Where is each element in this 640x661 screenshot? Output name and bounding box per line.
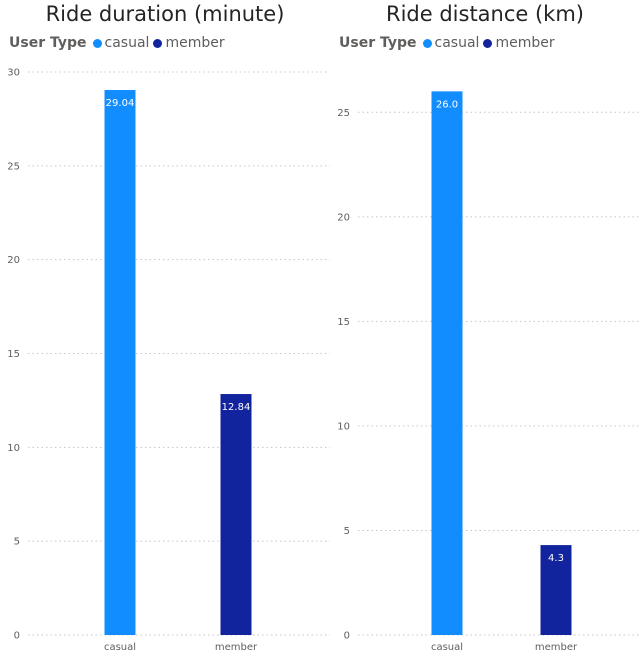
y-tick-label: 15 <box>7 349 20 360</box>
legend-dot-member-icon <box>483 38 493 48</box>
y-tick-label: 20 <box>7 255 20 266</box>
y-tick-label: 0 <box>14 631 20 642</box>
legend-dot-casual-icon <box>422 38 432 48</box>
legend-dot-casual-icon <box>92 38 102 48</box>
y-tick-label: 5 <box>344 526 350 537</box>
data-label-casual: 26.0 <box>436 99 458 110</box>
ride-duration-chart: Ride duration (minute) User Type casual … <box>7 2 330 653</box>
x-category-label: casual <box>431 642 463 653</box>
bar-casual[interactable] <box>104 90 136 636</box>
data-label-member: 12.84 <box>222 402 251 413</box>
bar-member[interactable] <box>540 545 572 635</box>
legend-label-member: member <box>495 35 555 51</box>
x-category-label: member <box>215 642 258 653</box>
legend-title: User Type <box>339 35 417 51</box>
data-label-member: 4.3 <box>548 553 564 564</box>
bar-plot-area: 0 5 10 15 20 25 30 29.04 casual 12.84 member <box>7 68 330 653</box>
legend-item-member[interactable]: member <box>483 35 555 51</box>
legend-item-casual[interactable]: casual <box>92 35 150 51</box>
x-category-label: member <box>535 642 578 653</box>
y-tick-label: 0 <box>344 631 350 642</box>
bar-member[interactable] <box>220 394 252 635</box>
legend: User Type casual member <box>339 35 559 51</box>
bar-casual[interactable] <box>431 91 463 635</box>
y-tick-label: 15 <box>337 317 350 328</box>
legend-item-casual[interactable]: casual <box>422 35 480 51</box>
legend-title: User Type <box>9 35 87 51</box>
legend-item-member[interactable]: member <box>153 35 225 51</box>
legend-dot-member-icon <box>153 38 163 48</box>
bar-plot-area: 0 5 10 15 20 25 26.0 casual 4.3 member <box>337 91 640 653</box>
y-tick-label: 5 <box>14 537 20 548</box>
ride-distance-chart: Ride distance (km) User Type casual memb… <box>330 0 640 661</box>
y-tick-label: 30 <box>7 68 20 79</box>
x-category-label: casual <box>104 642 136 653</box>
y-tick-label: 25 <box>7 161 20 172</box>
data-label-casual: 29.04 <box>106 98 135 109</box>
legend-label-casual: casual <box>434 35 480 51</box>
legend-label-member: member <box>165 35 225 51</box>
legend: User Type casual member <box>9 35 229 51</box>
y-tick-label: 10 <box>7 443 20 454</box>
legend-label-casual: casual <box>104 35 150 51</box>
chart-title: Ride distance (km) <box>385 2 584 26</box>
y-tick-label: 20 <box>337 212 350 223</box>
chart-title: Ride duration (minute) <box>45 2 285 26</box>
y-tick-label: 25 <box>337 108 350 119</box>
y-tick-label: 10 <box>337 421 350 432</box>
